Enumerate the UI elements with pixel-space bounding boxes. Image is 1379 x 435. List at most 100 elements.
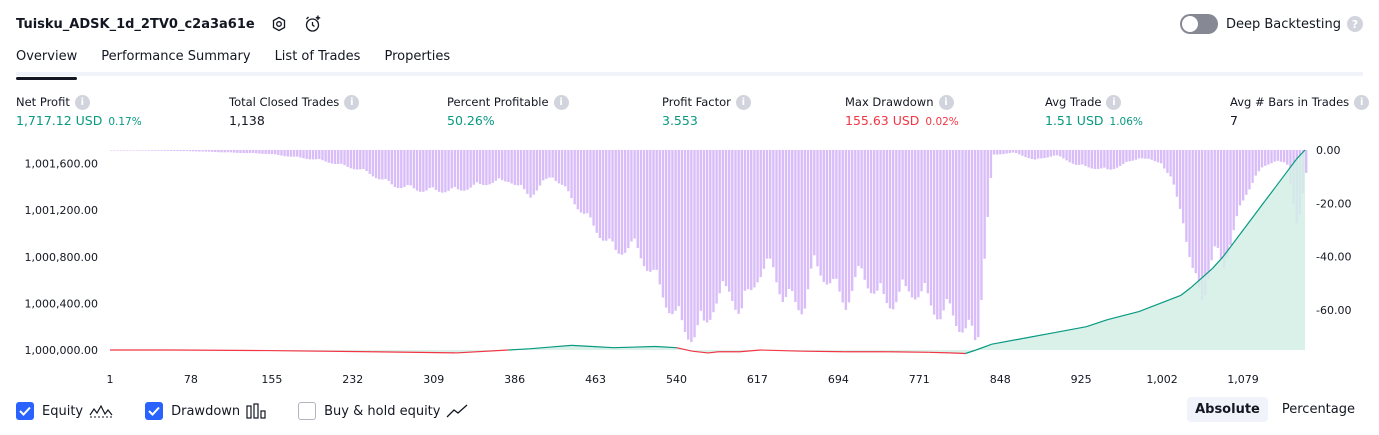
drawdown-bar [1251,150,1254,183]
drawdown-bar [601,150,605,241]
help-icon[interactable]: i [344,94,360,110]
drawdown-bar [586,150,589,214]
drawdown-bar [734,150,737,310]
drawdown-bar [961,150,964,333]
add-alert-icon[interactable] [303,14,323,34]
legend-buy-hold[interactable]: Buy & hold equity [298,402,468,420]
drawdown-bar [113,150,116,151]
drawdown-bar [907,150,911,292]
drawdown-bar [428,150,431,189]
drawdown-bar [683,150,687,332]
equity-line-segment [1296,149,1306,160]
drawdown-bar [595,150,598,233]
tab-properties[interactable]: Properties [384,49,451,64]
drawdown-bar [718,150,721,294]
drawdown-bar [261,150,264,154]
drawdown-bar [497,150,501,179]
y-axis-right-tick-label: 0.00 [1316,144,1341,157]
drawdown-bar [472,150,475,185]
drawdown-bar [258,150,261,154]
equity-line-segment [571,344,593,348]
equity-line-segment [550,344,572,348]
equity-line-segment [371,351,456,354]
drawdown-bar [996,150,999,155]
metric-net-profit: Net Profit i 1,717.12 USD 0.17% [16,94,142,128]
settings-icon[interactable] [269,14,289,34]
equity-line-segment [676,347,693,352]
drawdown-bar [147,150,151,151]
drawdown-bar [772,150,775,268]
drawdown-bar [1137,150,1141,159]
chart-canvas: 1,001,600.00 1,001,200.00 1,000,800.00 1,00… [25,144,1352,386]
help-icon[interactable]: i [735,94,751,110]
drawdown-bar [245,150,248,154]
drawdown-bar [431,150,435,188]
equity-line-segment [1138,302,1161,313]
equity-line-segment [613,345,656,349]
drawdown-bar [1021,150,1024,156]
drawdown-bar [444,150,447,193]
y-axis-right-tick-label: -20.00 [1316,197,1351,210]
drawdown-bar [740,150,744,309]
legend-equity[interactable]: Equity [16,402,113,420]
absolute-button[interactable]: Absolute [1187,397,1268,422]
drawdown-bar [687,150,690,340]
drawdown-bar [617,150,621,254]
drawdown-bar [144,150,148,151]
drawdown-bar [173,150,176,152]
deep-backtesting-toggle[interactable] [1179,14,1218,34]
drawdown-bar [513,150,516,185]
drawdown-bar [724,150,728,287]
drawdown-bar [475,150,479,183]
x-axis-tick-label: 309 [423,373,444,386]
drawdown-bar [847,150,851,303]
help-icon[interactable]: ? [1347,16,1363,32]
drawdown-bar [220,150,223,153]
drawdown-bar [1182,150,1185,224]
drawdown-bar [636,150,639,249]
drawdown-bar [1077,150,1081,165]
tab-list-of-trades[interactable]: List of Trades [274,49,361,64]
x-axis-tick-label: 1,002 [1146,373,1178,386]
drawdown-bar [447,150,450,191]
drawdown-bar [1090,150,1093,169]
drawdown-bar [277,150,280,155]
drawdown-bar [1144,150,1147,159]
help-icon[interactable]: i [938,94,954,110]
drawdown-bar [1125,150,1128,162]
drawdown-bar [838,150,841,292]
drawdown-bar [226,150,230,153]
legend-drawdown[interactable]: Drawdown [145,402,266,420]
drawdown-bar [418,150,422,192]
x-axis-tick-label: 694 [828,373,849,386]
drawdown-bar [677,150,680,307]
equity-chart[interactable]: 1,001,600.00 1,001,200.00 1,000,800.00 1,00… [0,140,1379,390]
drawdown-bar [825,150,829,285]
drawdown-bar [1109,150,1112,170]
drawdown-bar [854,150,857,278]
help-icon[interactable]: i [553,94,569,110]
drawdown-bar [1147,150,1150,159]
drawdown-bar [1014,150,1018,154]
drawdown-bar [705,150,709,323]
drawdown-bar [1178,150,1182,209]
drawdown-bar [712,150,715,313]
tab-performance-summary[interactable]: Performance Summary [101,49,251,64]
help-icon[interactable]: i [74,94,90,110]
metric-percent: 0.17% [108,116,142,128]
percentage-button[interactable]: Percentage [1281,402,1355,417]
drawdown-bar [283,150,286,157]
drawdown-bar [1267,150,1270,165]
help-icon[interactable]: i [1354,94,1370,110]
metric-profit-factor: Profit Factor i 3.553 [662,94,751,128]
equity-checkbox[interactable] [16,402,34,420]
drawdown-bar [280,150,283,156]
help-icon[interactable]: i [1106,94,1122,110]
drawdown-bar [232,150,236,153]
equity-icon [89,403,113,419]
drawdown-checkbox[interactable] [145,402,164,420]
drawdown-bar [469,150,472,188]
tab-overview[interactable]: Overview [16,44,78,80]
buy-hold-checkbox[interactable] [298,402,317,420]
equity-line-segment [949,352,966,355]
